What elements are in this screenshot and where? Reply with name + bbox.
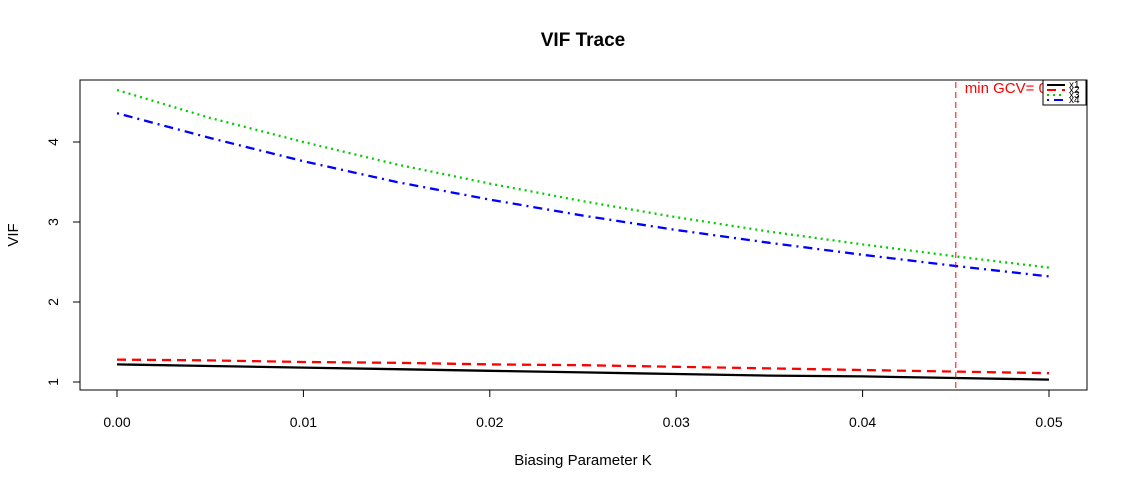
y-tick-label: 4 [45,138,61,146]
series-line-x4 [116,112,1050,278]
x-tick-label: 0.00 [103,414,130,430]
x-axis: 0.00 0.01 0.02 0.03 0.04 0.05 [103,389,1063,430]
series-layer [116,88,1050,381]
x-tick-label: 0.01 [290,414,317,430]
y-axis: 1 2 3 4 [45,138,81,386]
legend-label: x2 [1069,85,1080,96]
y-tick-label: 1 [45,378,61,386]
x-tick-label: 0.02 [476,414,503,430]
plot-frame [79,79,1088,391]
legend-label: x3 [1069,90,1080,101]
y-tick-label: 3 [45,218,61,226]
legend-label: x4 [1069,95,1080,106]
x-axis-label: Biasing Parameter K [514,452,652,469]
y-tick-label: 2 [45,298,61,306]
series-line-x1 [116,363,1050,381]
x-tick-label: 0.05 [1035,414,1062,430]
series-line-x3 [116,88,1050,269]
series-line-x2 [116,358,1050,375]
chart-title: VIF Trace [541,30,626,51]
x-tick-label: 0.04 [849,414,876,430]
legend-label: x1 [1069,80,1080,91]
x-tick-label: 0.03 [663,414,690,430]
y-axis-label: VIF [5,223,22,246]
